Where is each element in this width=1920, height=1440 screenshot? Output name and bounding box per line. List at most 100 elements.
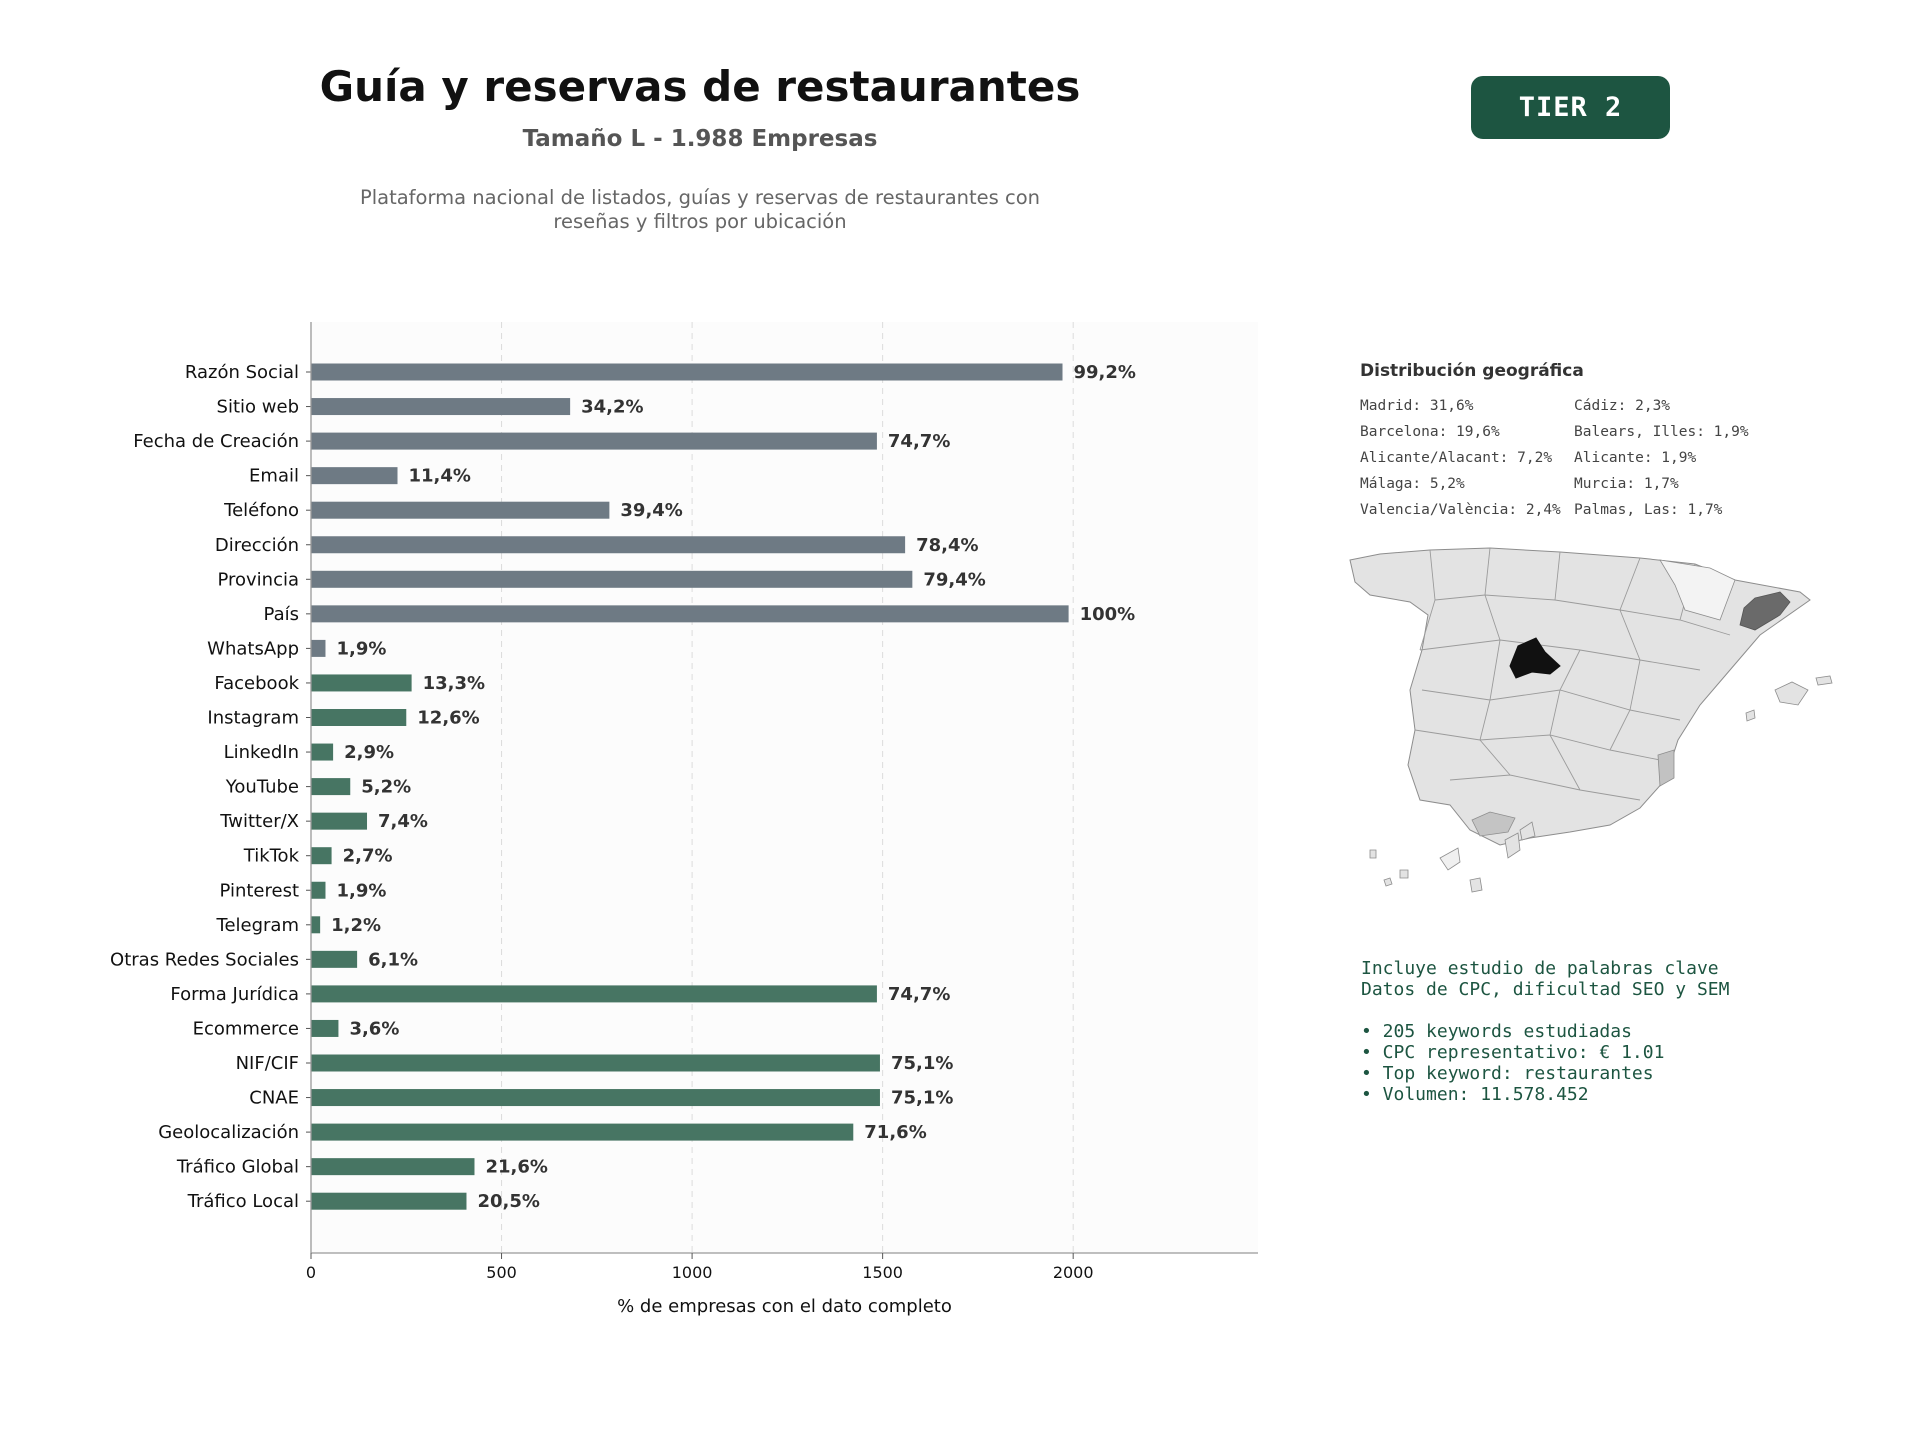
map-region-alicante [1657,749,1675,787]
bar-value-label: 100% [1080,604,1136,625]
geo-item: Balears, Illes: 1,9% [1574,424,1749,440]
bar [311,1158,475,1176]
bar-value-label: 12,6% [417,708,479,729]
bar-value-label: 75,1% [891,1053,953,1074]
page-title: Guía y reservas de restaurantes [319,62,1081,111]
bar [311,985,877,1003]
bar [311,432,877,450]
category-label: NIF/CIF [236,1053,299,1074]
geo-item: Barcelona: 19,6% [1360,424,1500,440]
bar [311,1054,880,1072]
bar [311,709,407,726]
bar-value-label: 34,2% [581,397,643,418]
keyword-bullet: • Volumen: 11.578.452 [1361,1084,1589,1105]
bar [311,1089,880,1107]
map-canary-7 [1383,877,1393,887]
keywords-panel: Incluye estudio de palabras clave Datos … [1361,958,1729,1105]
map-balearic-minorca [1815,675,1833,686]
category-label: Facebook [214,673,299,694]
description-line: reseñas y filtros por ubicación [553,209,847,233]
bar-value-label: 39,4% [620,500,682,521]
keyword-bullet: • CPC representativo: € 1.01 [1361,1042,1665,1063]
bar-value-label: 3,6% [349,1018,399,1039]
category-label: Tráfico Local [187,1191,299,1212]
bar-value-label: 79,4% [923,569,985,590]
category-label: Forma Jurídica [170,984,299,1005]
bar [311,605,1069,623]
map-canary-2 [1469,877,1483,893]
map-canary-1 [1439,847,1461,871]
page-subtitle: Tamaño L - 1.988 Empresas [522,126,878,152]
bar-value-label: 74,7% [888,431,950,452]
plot-area [311,322,1258,1253]
x-tick-label: 1000 [672,1263,713,1282]
bar-value-label: 20,5% [477,1191,539,1212]
x-tick-label: 500 [486,1263,517,1282]
bar-value-label: 7,4% [378,811,428,832]
bar [311,363,1063,381]
geo-distribution-title: Distribución geográfica [1360,361,1584,381]
geo-item: Valencia/València: 2,4% [1360,502,1561,518]
category-label: Razón Social [185,362,299,383]
map-region-madrid [1509,637,1561,679]
bar-value-label: 1,2% [331,915,381,936]
category-label: Pinterest [219,880,299,901]
bar [311,536,906,554]
category-label: Otras Redes Sociales [110,949,299,970]
bar [311,398,571,416]
bar [311,847,332,865]
bar-value-label: 75,1% [891,1088,953,1109]
bar [311,778,351,796]
category-label: Twitter/X [219,811,299,832]
tier-badge: TIER 2 [1471,76,1670,139]
category-label: Ecommerce [193,1018,299,1039]
bar-value-label: 2,7% [343,846,393,867]
description-line: Plataforma nacional de listados, guías y… [359,186,1041,209]
x-tick-label: 2000 [1053,1263,1094,1282]
bar [311,570,913,588]
map-region-lightest [1659,559,1736,621]
bar [311,812,368,830]
bar [311,639,326,657]
category-label: Geolocalización [158,1122,299,1143]
spain-map [1349,547,1833,893]
keywords-line: Incluye estudio de palabras clave [1361,958,1719,979]
bar-value-label: 11,4% [409,466,471,487]
bar-value-label: 1,9% [336,638,386,659]
bar [311,881,326,899]
category-label: Teléfono [223,500,299,521]
bar [311,1192,467,1210]
category-label: TikTok [243,846,300,867]
bar [311,743,334,761]
category-label: YouTube [225,777,299,798]
description: Plataforma nacional de listados, guías y… [300,186,1100,234]
geo-distribution-list: Madrid: 31,6% Cádiz: 2,3% Barcelona: 19,… [1360,397,1780,519]
bar [311,916,321,934]
category-label: Dirección [215,535,299,556]
bar-value-label: 2,9% [344,742,394,763]
bar-value-label: 1,9% [336,880,386,901]
category-label: WhatsApp [207,638,299,659]
bar-value-label: 6,1% [368,949,418,970]
keywords-line: Datos de CPC, dificultad SEO y SEM [1361,979,1730,1000]
bar-value-label: 13,3% [423,673,485,694]
map-balearic-majorca [1774,681,1809,706]
category-label: Telegram [216,915,299,936]
keyword-bullet: • Top keyword: restaurantes [1361,1063,1654,1084]
x-tick-label: 0 [306,1263,316,1282]
map-canary-4 [1504,832,1521,859]
geo-item: Alicante: 1,9% [1574,450,1697,466]
x-axis-title: % de empresas con el dato completo [617,1296,952,1317]
bar-value-label: 21,6% [485,1157,547,1178]
map-peninsula [1349,547,1811,846]
category-label: Tráfico Global [176,1157,299,1178]
bar-value-label: 99,2% [1074,362,1136,383]
geo-item: Cádiz: 2,3% [1574,398,1671,414]
map-canary-6 [1369,849,1377,859]
keywords-bullets: • 205 keywords estudiadas • CPC represen… [1361,1021,1729,1105]
bar [311,1019,339,1037]
geo-item: Palmas, Las: 1,7% [1574,502,1723,518]
category-label: Sitio web [217,397,299,418]
map-region-malaga [1471,811,1516,837]
geo-item: Málaga: 5,2% [1360,476,1465,492]
